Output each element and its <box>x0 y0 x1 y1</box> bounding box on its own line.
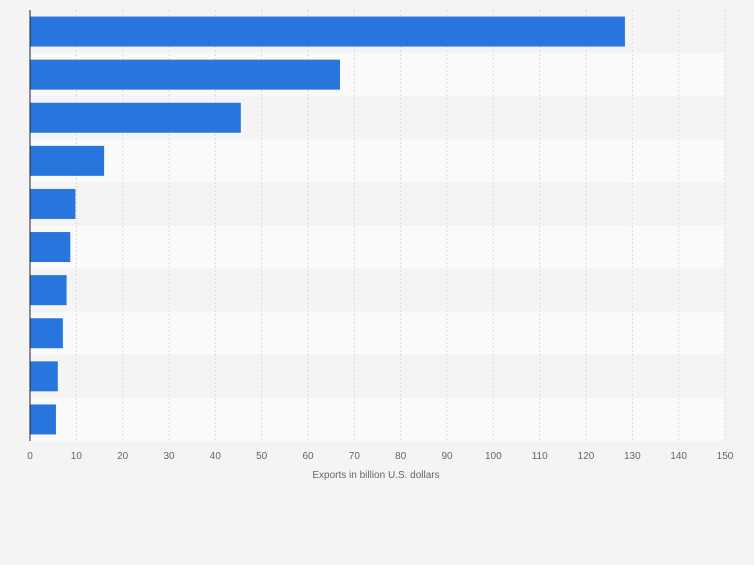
bar[interactable] <box>30 16 625 47</box>
x-tick-label: 150 <box>717 451 734 462</box>
x-tick-label: 110 <box>532 451 548 462</box>
x-tick-label: 10 <box>71 451 83 462</box>
bar[interactable] <box>30 361 58 392</box>
x-tick-label: 20 <box>117 451 129 462</box>
x-tick-label: 70 <box>349 451 361 462</box>
bar[interactable] <box>30 102 241 133</box>
bar[interactable] <box>30 145 105 176</box>
x-tick-label: 140 <box>670 451 687 462</box>
x-axis-label: Exports in billion U.S. dollars <box>312 470 439 481</box>
row-band <box>30 397 725 441</box>
x-tick-label: 50 <box>256 451 268 462</box>
bar[interactable] <box>30 318 63 349</box>
row-bands <box>30 10 725 441</box>
x-tick-label: 0 <box>27 451 33 462</box>
row-band <box>30 311 725 355</box>
bar[interactable] <box>30 59 340 90</box>
row-band <box>30 354 725 398</box>
x-tick-label: 80 <box>395 451 407 462</box>
row-band <box>30 139 725 183</box>
bar[interactable] <box>30 275 67 306</box>
bar[interactable] <box>30 188 76 219</box>
row-band <box>30 268 725 312</box>
x-tick-label: 90 <box>441 451 453 462</box>
x-tick-labels: 0 10 20 30 40 50 60 70 80 90 100 110 120 130 140 150 <box>27 451 734 462</box>
x-tick-label: 40 <box>210 451 222 462</box>
row-band <box>30 182 725 226</box>
x-tick-label: 120 <box>578 451 595 462</box>
bar[interactable] <box>30 404 56 435</box>
x-tick-label: 130 <box>624 451 641 462</box>
x-tick-label: 30 <box>163 451 175 462</box>
bars <box>30 16 625 435</box>
bar[interactable] <box>30 232 71 263</box>
x-tick-label: 100 <box>485 451 502 462</box>
x-tick-label: 60 <box>302 451 314 462</box>
row-band <box>30 225 725 269</box>
